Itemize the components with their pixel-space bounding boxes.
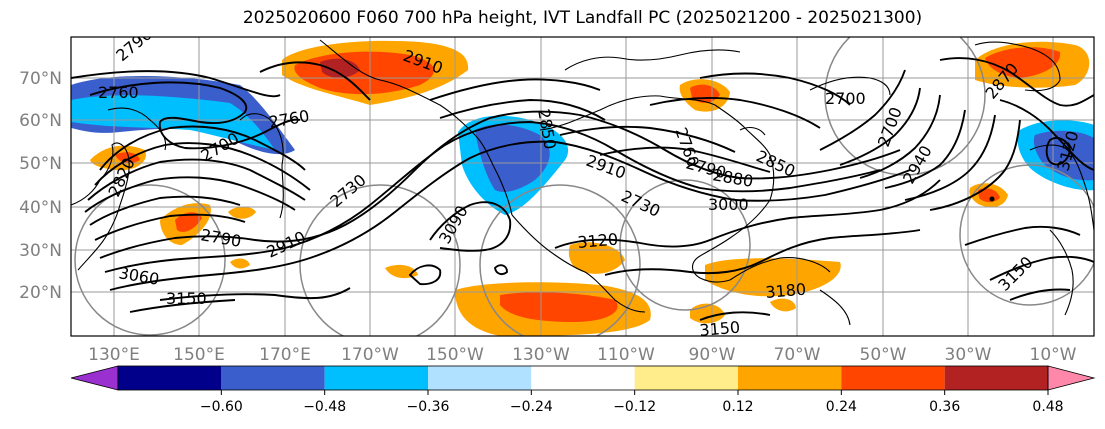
lon-label: 150°E: [173, 345, 225, 365]
colorbar-tick-label: 0.24: [826, 399, 857, 415]
lon-label: 90°W: [689, 345, 736, 365]
colorbar-tick-label: −0.12: [613, 399, 656, 415]
lat-label: 70°N: [19, 69, 62, 89]
lat-label: 40°N: [19, 198, 62, 218]
colorbar-tick-label: −0.60: [200, 399, 243, 415]
landfall-region-circles: [74, 37, 1094, 336]
ivt-positive-region: [230, 258, 250, 269]
contour-label: 3180: [765, 280, 807, 302]
ivt-negative-region: [71, 95, 275, 150]
colorbar-swatch: [634, 366, 738, 390]
colorbar-swatch: [531, 366, 635, 390]
ivt-positive-region: [500, 292, 618, 322]
colorbar-tick-label: 0.36: [929, 399, 960, 415]
lon-label: 30°W: [945, 345, 992, 365]
colorbar-tick-label: −0.36: [407, 399, 450, 415]
ivt-positive-region: [175, 212, 202, 232]
latitude-labels: 70°N 60°N 50°N 40°N 30°N 20°N: [19, 69, 62, 303]
colorbar-swatch: [221, 366, 325, 390]
lon-label: 70°W: [774, 345, 821, 365]
lat-label: 30°N: [19, 241, 62, 261]
contour-label: 3150: [699, 318, 741, 340]
lon-label: 170°W: [341, 345, 399, 365]
longitude-labels: 130°E 150°E 170°E 170°W 150°W 130°W 110°…: [88, 345, 1077, 365]
ivt-positive-region: [770, 298, 796, 312]
colorbar-swatch: [324, 366, 428, 390]
lat-label: 60°N: [19, 111, 62, 131]
ivt-shading: [71, 40, 1094, 336]
lon-label: 10°W: [1030, 345, 1077, 365]
colorbar: −0.60 −0.48 −0.36 −0.24 −0.12 0.12 0.24 0.36 0.4…: [70, 365, 1096, 415]
map-frame: [70, 36, 1095, 337]
ivt-positive-region: [705, 258, 841, 297]
colorbar-swatch: [738, 366, 842, 390]
colorbar-tick-label: 0.48: [1032, 399, 1063, 415]
colorbar-swatch: [944, 366, 1048, 390]
lat-label: 20°N: [19, 283, 62, 303]
contour-label: 3120: [577, 230, 619, 252]
colorbar-extend-max: [1047, 365, 1096, 391]
map-title: 2025020600 F060 700 hPa height, IVT Land…: [242, 8, 923, 28]
lat-label: 50°N: [19, 154, 62, 174]
colorbar-swatch: [841, 366, 945, 390]
ivt-positive-region: [985, 47, 1061, 78]
contour-label: 2760: [98, 83, 139, 102]
lon-label: 150°W: [426, 345, 484, 365]
height-contours: [71, 57, 1094, 321]
colorbar-swatch: [118, 366, 222, 390]
lon-label: 50°W: [860, 345, 907, 365]
contour-label: 3150: [166, 289, 207, 308]
graticule: [71, 37, 1094, 336]
colorbar-tick-label: −0.48: [303, 399, 346, 415]
lon-label: 170°E: [259, 345, 311, 365]
colorbar-tick-label: 0.12: [722, 399, 753, 415]
ivt-positive-region: [115, 152, 140, 164]
ivt-positive-region: [228, 206, 256, 219]
colorbar-swatch: [428, 366, 532, 390]
lon-label: 130°E: [88, 345, 140, 365]
contour-label: 2700: [825, 89, 866, 108]
ivt-maximum-marker: [989, 196, 995, 202]
colorbar-frame: [117, 365, 1049, 391]
colorbar-tick-label: −0.24: [510, 399, 553, 415]
lon-label: 130°W: [512, 345, 570, 365]
contour-label: 3000: [708, 195, 749, 214]
ivt-positive-region: [978, 188, 1000, 203]
lon-label: 110°W: [597, 345, 655, 365]
colorbar-extend-min: [70, 365, 119, 391]
